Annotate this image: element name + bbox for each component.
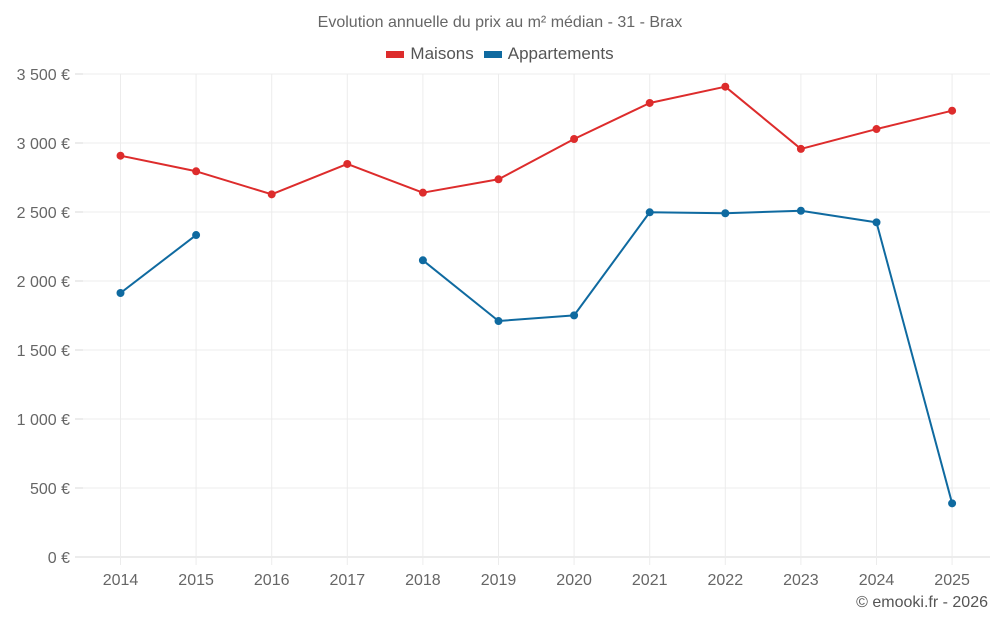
y-tick-label: 2 500 €	[17, 205, 70, 222]
y-tick-label: 1 000 €	[17, 412, 70, 429]
legend-label-maisons: Maisons	[410, 44, 474, 63]
data-point-maisons	[418, 188, 427, 197]
data-point-maisons	[267, 190, 276, 199]
x-tick-label: 2023	[783, 572, 819, 589]
credit-text: © emooki.fr - 2026	[856, 594, 988, 611]
data-point-appartements	[645, 208, 654, 217]
x-tick-label: 2019	[481, 572, 517, 589]
data-point-maisons	[948, 106, 957, 115]
data-point-maisons	[721, 82, 730, 91]
y-tick-label: 1 500 €	[17, 343, 70, 360]
data-point-maisons	[192, 167, 201, 176]
y-tick-label: 2 000 €	[17, 274, 70, 291]
data-point-appartements	[116, 289, 125, 298]
chart-title: Evolution annuelle du prix au m² médian …	[317, 14, 683, 31]
legend-label-appartements: Appartements	[507, 44, 614, 63]
x-tick-label: 2018	[405, 572, 441, 589]
data-point-appartements	[494, 317, 503, 326]
legend-swatch-appartements	[483, 50, 502, 58]
series-line-appartements	[119, 234, 197, 294]
x-tick-label: 2017	[330, 572, 366, 589]
data-point-appartements	[192, 231, 201, 240]
legend-item-appartements[interactable]: Appartements	[483, 44, 614, 64]
x-tick-label: 2015	[178, 572, 214, 589]
data-point-maisons	[796, 144, 805, 153]
y-tick-label: 0 €	[48, 550, 70, 567]
x-tick-label: 2020	[556, 572, 592, 589]
legend: Maisons Appartements	[0, 44, 1000, 64]
y-tick-label: 500 €	[30, 481, 70, 498]
series-line-maisons	[120, 85, 953, 196]
x-tick-label: 2022	[708, 572, 744, 589]
x-tick-label: 2021	[632, 572, 668, 589]
data-point-appartements	[721, 209, 730, 218]
legend-swatch-maisons	[386, 50, 405, 58]
x-tick-label: 2024	[859, 572, 895, 589]
data-point-appartements	[796, 206, 805, 215]
x-tick-label: 2014	[103, 572, 139, 589]
y-tick-label: 3 500 €	[17, 67, 70, 84]
series-line-appartements	[422, 209, 954, 504]
legend-item-maisons[interactable]: Maisons	[386, 44, 474, 64]
data-point-maisons	[343, 159, 352, 168]
data-point-appartements	[948, 499, 957, 508]
x-tick-label: 2016	[254, 572, 290, 589]
data-point-appartements	[872, 218, 881, 227]
data-point-maisons	[494, 175, 503, 184]
data-point-maisons	[570, 134, 579, 143]
x-tick-label: 2025	[934, 572, 970, 589]
data-point-maisons	[645, 98, 654, 107]
data-point-appartements	[418, 256, 427, 265]
data-point-appartements	[570, 311, 579, 320]
data-point-maisons	[116, 151, 125, 160]
y-tick-label: 3 000 €	[17, 136, 70, 153]
data-point-maisons	[872, 125, 881, 134]
